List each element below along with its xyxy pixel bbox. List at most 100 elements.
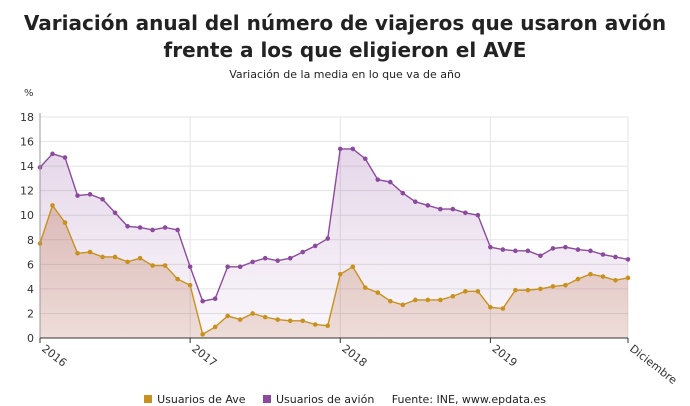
point-ave xyxy=(262,314,268,320)
y-tick-label: 8 xyxy=(27,234,34,247)
point-avion xyxy=(300,249,306,255)
y-axis-label: % xyxy=(24,88,34,99)
point-ave xyxy=(325,323,331,329)
legend-item-avion: Usuarios de avión xyxy=(263,394,374,406)
source-note: Fuente: INE, www.epdata.es xyxy=(391,393,546,406)
point-avion xyxy=(450,206,456,212)
point-ave xyxy=(300,318,306,324)
point-ave xyxy=(100,254,105,260)
point-ave xyxy=(563,282,568,288)
point-avion xyxy=(375,177,381,182)
point-ave xyxy=(112,254,118,260)
point-avion xyxy=(200,298,205,304)
y-tick-label: 18 xyxy=(20,111,34,124)
point-ave xyxy=(225,313,230,319)
y-tick-label: 2 xyxy=(27,307,34,320)
point-ave xyxy=(250,311,255,316)
point-ave xyxy=(500,306,506,311)
legend-swatch-ave xyxy=(144,395,153,403)
point-avion xyxy=(362,156,368,162)
point-avion xyxy=(187,264,193,270)
point-avion xyxy=(312,243,318,249)
point-avion xyxy=(463,210,468,216)
point-ave xyxy=(588,271,593,277)
point-avion xyxy=(75,193,80,198)
point-avion xyxy=(87,192,93,197)
point-avion xyxy=(425,203,431,208)
point-avion xyxy=(150,227,155,233)
point-ave xyxy=(388,298,393,304)
series-points xyxy=(37,146,631,337)
point-ave xyxy=(600,274,606,279)
point-avion xyxy=(100,196,105,202)
point-ave xyxy=(137,255,143,261)
point-ave xyxy=(175,276,180,282)
point-avion xyxy=(237,264,243,270)
point-ave xyxy=(550,284,556,289)
legend-swatch-avion xyxy=(263,395,271,403)
point-avion xyxy=(575,247,581,252)
point-avion xyxy=(350,146,356,152)
point-ave xyxy=(75,250,80,256)
point-avion xyxy=(287,255,293,261)
legend-item-ave: Usuarios de Ave xyxy=(144,393,246,406)
area-ave xyxy=(40,205,628,338)
point-avion xyxy=(625,257,631,262)
point-ave xyxy=(413,297,418,303)
point-ave xyxy=(62,220,68,225)
y-tick-label: 10 xyxy=(20,209,34,222)
point-ave xyxy=(312,322,318,327)
legend: Usuarios de Ave Usuarios de avión Fuente… xyxy=(0,394,690,406)
point-avion xyxy=(600,252,606,257)
y-tick-label: 16 xyxy=(20,136,34,149)
y-tick-label: 6 xyxy=(27,258,34,271)
point-ave xyxy=(575,276,581,282)
point-avion xyxy=(500,247,506,252)
point-ave xyxy=(87,249,93,255)
y-tick-label: 12 xyxy=(20,185,34,198)
point-ave xyxy=(237,317,243,322)
y-tick-label: 14 xyxy=(20,160,34,173)
point-avion xyxy=(275,258,281,263)
point-ave xyxy=(350,264,356,270)
point-avion xyxy=(400,190,406,196)
chart-title: Variación anual del número de viajeros q… xyxy=(23,11,667,62)
y-tick-label: 0 xyxy=(27,332,34,345)
point-ave xyxy=(438,297,443,303)
point-ave xyxy=(538,286,543,292)
legend-label-avion: Usuarios de avión xyxy=(276,393,375,406)
point-ave xyxy=(525,287,531,293)
point-avion xyxy=(388,179,393,185)
point-avion xyxy=(212,296,218,302)
point-ave xyxy=(200,332,205,337)
chart-subtitle: Variación de la media en lo que va de añ… xyxy=(229,68,461,81)
point-ave xyxy=(187,282,193,288)
point-avion xyxy=(225,264,230,270)
point-avion xyxy=(325,236,331,241)
series-areas xyxy=(40,148,628,338)
point-avion xyxy=(613,254,618,260)
y-tick-label: 4 xyxy=(27,283,34,296)
point-ave xyxy=(337,271,343,277)
point-avion xyxy=(50,151,55,157)
point-ave xyxy=(613,277,618,283)
point-avion xyxy=(538,253,543,259)
point-avion xyxy=(588,248,593,254)
legend-label-ave: Usuarios de Ave xyxy=(157,393,246,406)
point-avion xyxy=(250,259,255,265)
point-ave xyxy=(425,297,431,303)
x-tick-label: 2019 xyxy=(490,342,520,369)
point-avion xyxy=(62,155,68,160)
x-tick-label: 2016 xyxy=(39,342,69,369)
point-ave xyxy=(275,317,281,322)
point-avion xyxy=(337,146,343,152)
point-avion xyxy=(563,244,568,250)
point-avion xyxy=(162,225,168,230)
point-ave xyxy=(287,318,293,324)
point-avion xyxy=(137,225,143,230)
point-avion xyxy=(125,223,130,229)
point-avion xyxy=(112,210,118,216)
point-ave xyxy=(625,275,631,281)
point-avion xyxy=(438,206,443,212)
